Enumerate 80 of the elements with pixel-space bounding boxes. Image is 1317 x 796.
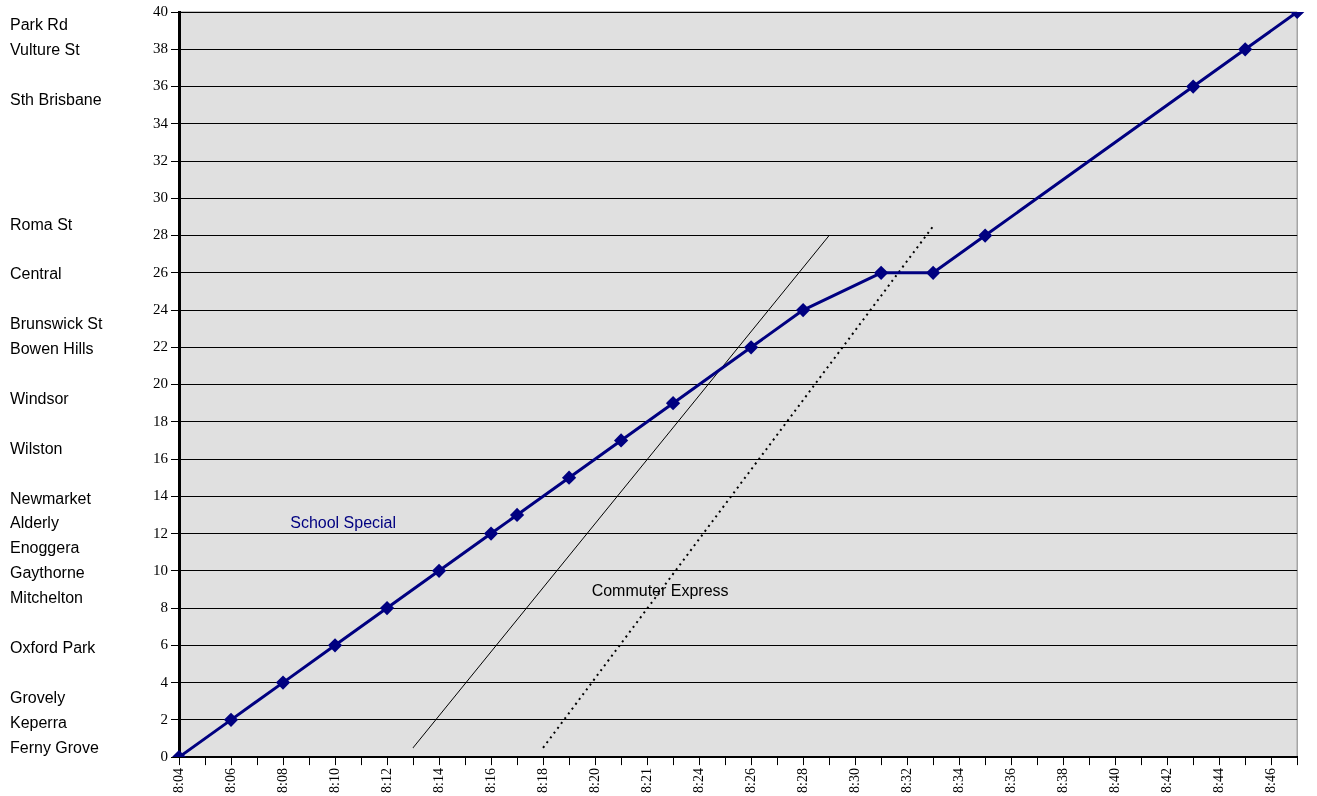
y-tick-label: 26 [153,263,169,280]
point [614,433,628,447]
x-tick-label: 8:14 [430,768,446,793]
point [224,713,238,727]
x-tick-label: 8:40 [1106,768,1122,793]
y-tick-label: 2 [160,710,168,727]
y-tick-label: 12 [153,524,168,541]
y-tick-label: 4 [160,673,169,690]
y-tick-label: 34 [153,114,169,131]
point [978,229,992,243]
text: Mitchelton [10,589,83,607]
point [666,396,680,410]
text: Newmarket [10,489,92,507]
point [1238,42,1252,56]
text: Park Rd [10,16,68,34]
y-tick-label: 30 [153,189,168,206]
x-tick-label: 8:16 [482,768,498,793]
text: Vulture St [10,41,81,59]
x-tick-label: 8:20 [586,768,602,793]
y-tick-label: 38 [153,40,168,57]
x-tick-label: 8:10 [326,768,342,793]
text: Gaythorne [10,564,85,582]
y-tick-label: 36 [153,77,169,94]
text: Keperra [10,713,68,731]
x-tick-label: 8:21 [638,768,654,793]
text: Central [10,265,62,283]
y-tick-label: 24 [153,300,169,317]
text: Roma St [10,215,73,233]
y-tick-label: 32 [153,151,168,168]
point [276,676,290,690]
text: Windsor [10,389,70,407]
y-tick-label: 28 [153,226,168,243]
text: Brunswick St [10,315,104,333]
x-tick-label: 8:30 [846,768,862,793]
x-tick-label: 8:36 [1002,768,1018,793]
y-tick-label: 10 [153,561,168,578]
y-tick-label: 22 [153,338,168,355]
point [562,471,576,485]
x-tick-label: 8:28 [794,768,810,793]
x-tick-label: 8:26 [742,768,758,793]
x-tick-label: 8:42 [1158,768,1174,793]
y-tick-label: 14 [153,487,169,504]
text: Ferny Grove [10,738,100,756]
text: Enoggera [10,539,80,557]
text: Oxford Park [10,638,97,656]
y-tick-label: 40 [153,2,168,19]
x-tick-label: 8:24 [690,768,706,793]
point [380,601,394,615]
point [926,266,940,280]
y-tick-label: 8 [160,599,168,616]
text: School Special [290,513,397,531]
point [874,266,888,280]
x-tick-label: 8:04 [170,768,186,793]
point [1186,80,1200,94]
x-tick-label: 8:18 [534,768,550,793]
text: Bowen Hills [10,340,94,358]
x-tick-label: 8:12 [378,768,394,793]
point [796,303,810,317]
point [328,638,342,652]
series-label: Commuter Express [591,581,729,599]
y-tick-label: 20 [153,375,168,392]
x-tick-label: 8:08 [274,768,290,793]
x-tick-label: 8:06 [222,768,238,793]
x-tick-label: 8:34 [950,768,966,793]
point [510,508,524,522]
y-tick-label: 18 [153,412,168,429]
text: Grovely [10,688,66,706]
point [744,340,758,354]
y-tick-label: 16 [153,450,169,466]
y-tick-label: 6 [160,636,169,653]
y-tick-label: 0 [160,748,168,765]
text: Wilston [10,439,63,457]
text: Sth Brisbane [10,91,102,109]
x-tick-label: 8:46 [1262,768,1278,793]
x-tick-label: 8:44 [1210,768,1226,793]
text: Alderly [10,514,59,532]
point [484,527,498,541]
point [432,564,446,578]
x-tick-label: 8:38 [1054,768,1070,793]
x-tick-label: 8:32 [898,768,914,793]
